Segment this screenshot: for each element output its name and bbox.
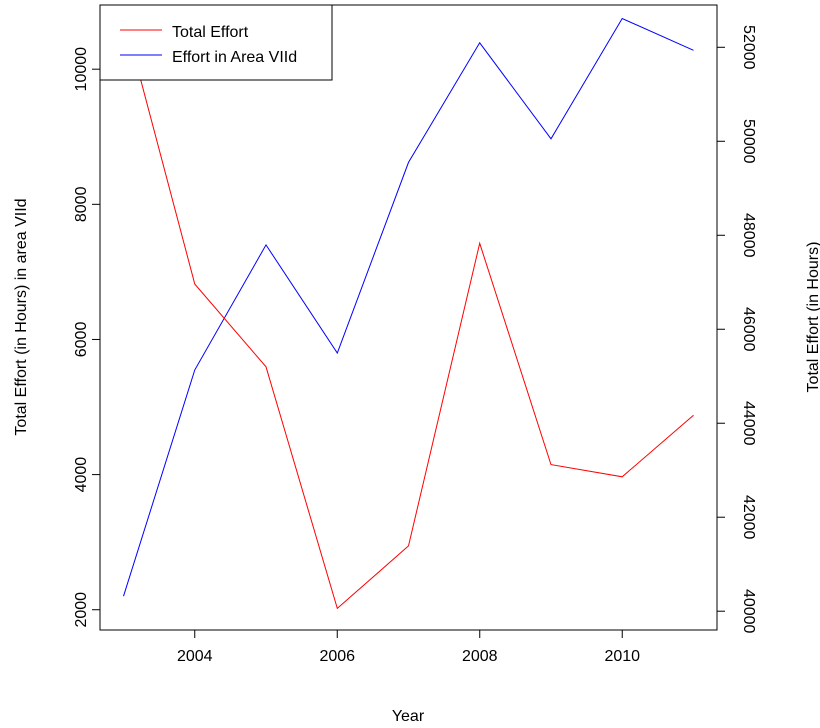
right-y-tick-label: 42000 (740, 495, 757, 540)
x-axis: 2004 2006 2008 2010 (177, 629, 640, 665)
right-y-tick-label: 44000 (740, 401, 757, 446)
right-y-tick-label: 48000 (740, 213, 757, 258)
legend-box (99, 4, 333, 81)
series-line-total-effort (123, 14, 694, 610)
legend: Total Effort Effort in Area VIId (99, 4, 333, 81)
left-y-tick-label: 2000 (73, 592, 90, 628)
right-y-tick-label: 52000 (740, 25, 757, 70)
legend-label-total-effort: Total Effort (172, 24, 249, 41)
x-tick-label: 2008 (462, 648, 498, 665)
right-y-tick-label: 46000 (740, 307, 757, 352)
left-y-tick-label: 4000 (73, 457, 90, 493)
x-tick-label: 2010 (604, 648, 640, 665)
right-y-axis: 40000 42000 44000 46000 48000 50000 52000 (716, 25, 757, 634)
x-tick-label: 2004 (177, 648, 213, 665)
left-y-tick-label: 6000 (73, 322, 90, 358)
left-y-tick-label: 8000 (73, 186, 90, 222)
left-y-axis: 2000 4000 6000 8000 10000 (73, 47, 101, 628)
legend-label-area-viid: Effort in Area VIId (172, 49, 297, 66)
right-y-tick-label: 50000 (740, 119, 757, 164)
x-axis-label: Year (392, 708, 425, 725)
x-tick-label: 2006 (319, 648, 355, 665)
right-y-tick-label: 40000 (740, 589, 757, 634)
left-y-axis-label: Total Effort (in Hours) in area VIId (13, 198, 30, 435)
plot-frame (99, 4, 718, 631)
series-line-effort-in-area-viid (123, 17, 694, 597)
right-y-axis-label: Total Effort (in Hours) (805, 242, 820, 393)
series-lines (123, 14, 694, 610)
left-y-tick-label: 10000 (73, 47, 90, 92)
